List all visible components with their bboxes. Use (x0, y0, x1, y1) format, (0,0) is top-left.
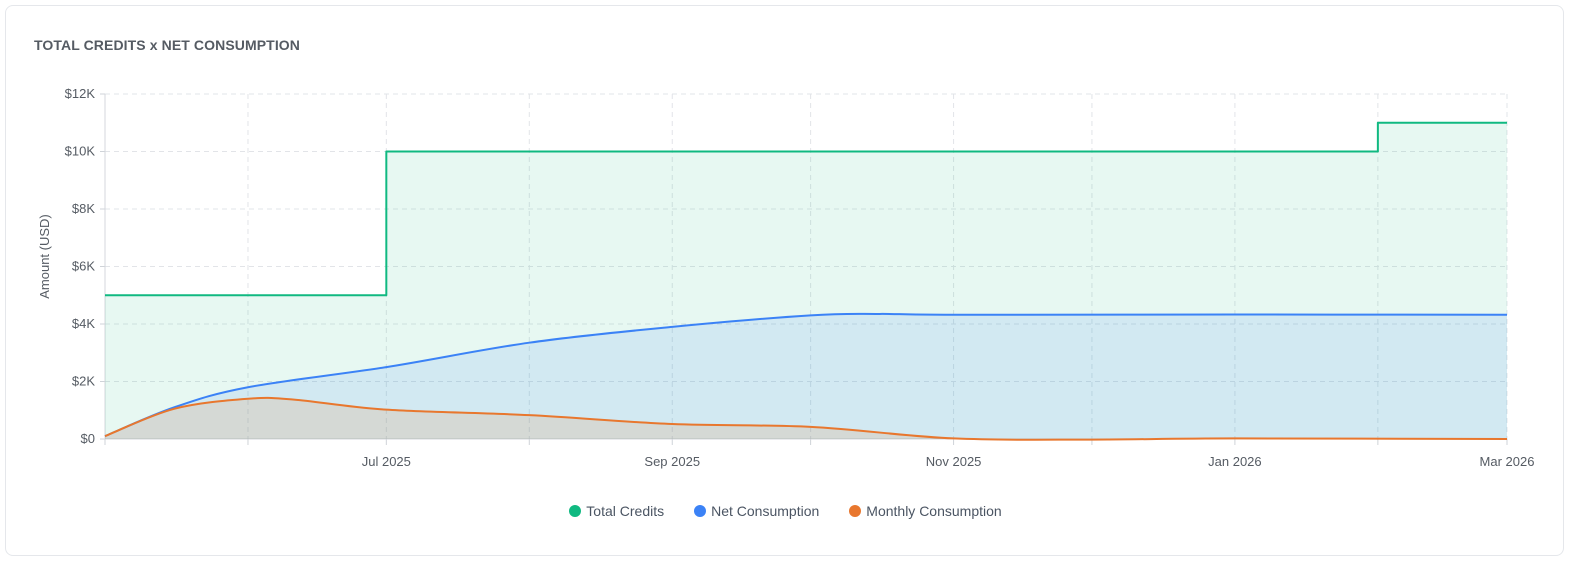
legend-item-monthly-consumption[interactable]: Monthly Consumption (849, 503, 1002, 519)
card-title: TOTAL CREDITS x NET CONSUMPTION (34, 37, 301, 53)
legend-item-net-consumption[interactable]: Net Consumption (694, 503, 819, 519)
monthly-consumption-line (104, 396, 1508, 441)
y-tick-label: $0 (81, 431, 95, 446)
x-tick-label: Nov 2025 (926, 454, 982, 469)
y-axis-label: Amount (USD) (37, 214, 52, 299)
legend-dot-icon (694, 505, 707, 517)
y-tick-label: $8K (72, 201, 95, 216)
net-consumption-line (104, 312, 1508, 438)
y-tick-label: $4K (72, 316, 95, 331)
legend-dot-icon (849, 505, 862, 517)
chart-area: $0 $2K $4K $6K $8K $10K $12K Jul 2025 Sep 2025 No… (37, 86, 1535, 469)
legend-label: Monthly Consumption (866, 503, 1002, 519)
total-credits-area (105, 122, 1507, 439)
total-credits-line (105, 121, 1507, 297)
x-tick-label: Mar 2026 (1480, 454, 1535, 469)
y-tick-label: $6K (72, 259, 95, 274)
net-consumption-area (105, 313, 1507, 439)
legend-label: Total Credits (586, 503, 665, 519)
y-tick-label: $10K (65, 144, 96, 159)
y-tick-label: $2K (72, 374, 95, 389)
chart-legend: Total Credits Net Consumption Monthly Cons… (6, 503, 1565, 519)
legend-item-total-credits[interactable]: Total Credits (569, 503, 664, 519)
x-tick-label: Sep 2025 (644, 454, 700, 469)
legend-dot-icon (569, 505, 582, 517)
x-tick-label: Jul 2025 (362, 454, 411, 469)
x-tick-label: Jan 2026 (1208, 454, 1262, 469)
legend-label: Net Consumption (711, 503, 820, 519)
y-tick-label: $12K (65, 86, 96, 101)
chart-card: TOTAL CREDITS x NET CONSUMPTION $0 $2K $4K… (5, 5, 1564, 556)
monthly-consumption-area (105, 397, 1507, 440)
